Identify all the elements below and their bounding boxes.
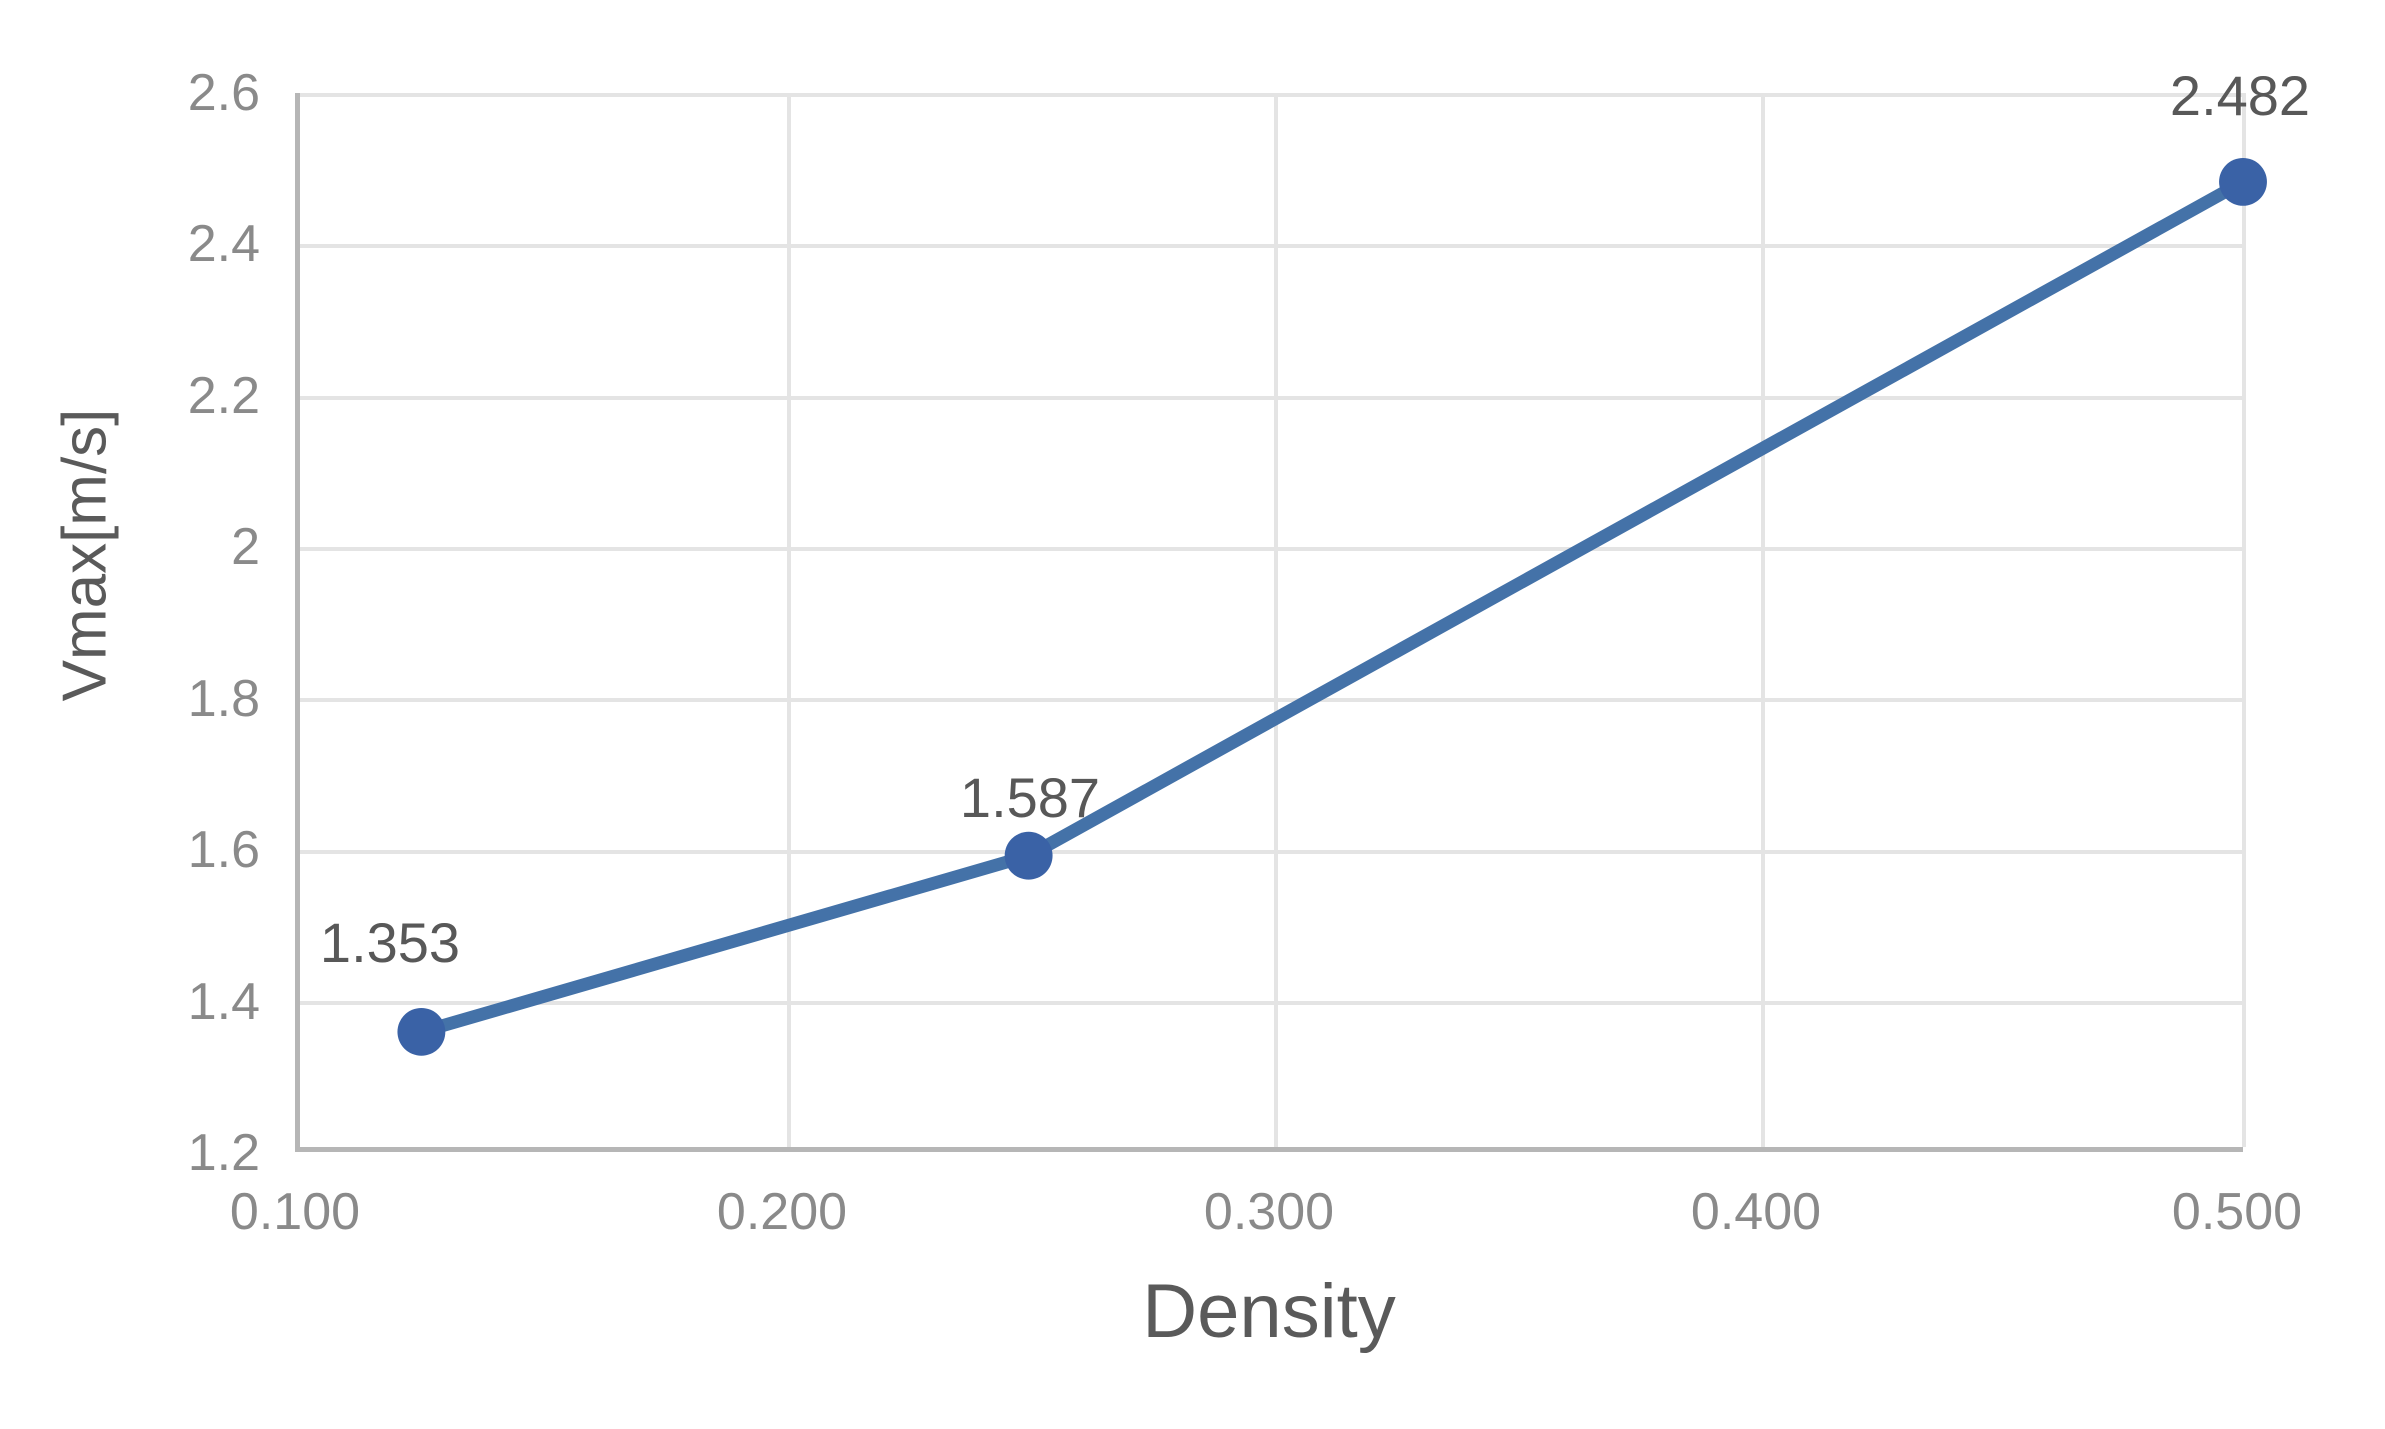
gridline-x-0-500 xyxy=(2242,93,2246,1147)
gridline-y-2-2 xyxy=(300,396,2243,400)
x-tick-label-0-300: 0.300 xyxy=(1203,1183,1335,1241)
data-label-point-2: 1.587 xyxy=(959,766,1101,829)
data-point-marker xyxy=(1004,831,1053,880)
y-tick-label-2-4: 2.4 xyxy=(187,215,260,273)
y-tick-label-2-2: 2.2 xyxy=(187,367,260,425)
gridline-x-0-200 xyxy=(787,93,791,1147)
gridline-y-1-6 xyxy=(300,850,2243,854)
x-tick-label-0-200: 0.200 xyxy=(716,1183,848,1241)
y-tick-label-2: 2 xyxy=(231,518,260,576)
gridline-y-2 xyxy=(300,547,2243,551)
x-tick-label-0-400: 0.400 xyxy=(1690,1183,1822,1241)
gridline-y-2-4 xyxy=(300,244,2243,248)
plot-top-border xyxy=(300,93,2243,97)
y-tick-label-2-6: 2.6 xyxy=(187,64,260,122)
x-tick-label-0-500: 0.500 xyxy=(2171,1183,2303,1241)
data-point-marker xyxy=(397,1007,446,1056)
y-tick-label-1-4: 1.4 xyxy=(187,973,260,1031)
y-tick-label-1-2: 1.2 xyxy=(187,1124,260,1182)
y-tick-label-1-8: 1.8 xyxy=(187,670,260,728)
x-tick-label-0-100: 0.100 xyxy=(229,1183,361,1241)
series-line-vmax xyxy=(397,157,2267,1056)
gridline-y-1-8 xyxy=(300,698,2243,702)
x-axis-title: Density xyxy=(1142,1269,1396,1354)
data-label-point-1: 1.353 xyxy=(319,911,461,974)
y-tick-label-1-6: 1.6 xyxy=(187,821,260,879)
gridline-y-1-4 xyxy=(300,1001,2243,1005)
gridline-x-0-400 xyxy=(1761,93,1765,1147)
data-point-marker xyxy=(2219,157,2267,206)
plot-area xyxy=(295,93,2267,1152)
data-label-point-3: 2.482 xyxy=(2169,64,2311,127)
gridline-x-0-300 xyxy=(1274,93,1278,1147)
